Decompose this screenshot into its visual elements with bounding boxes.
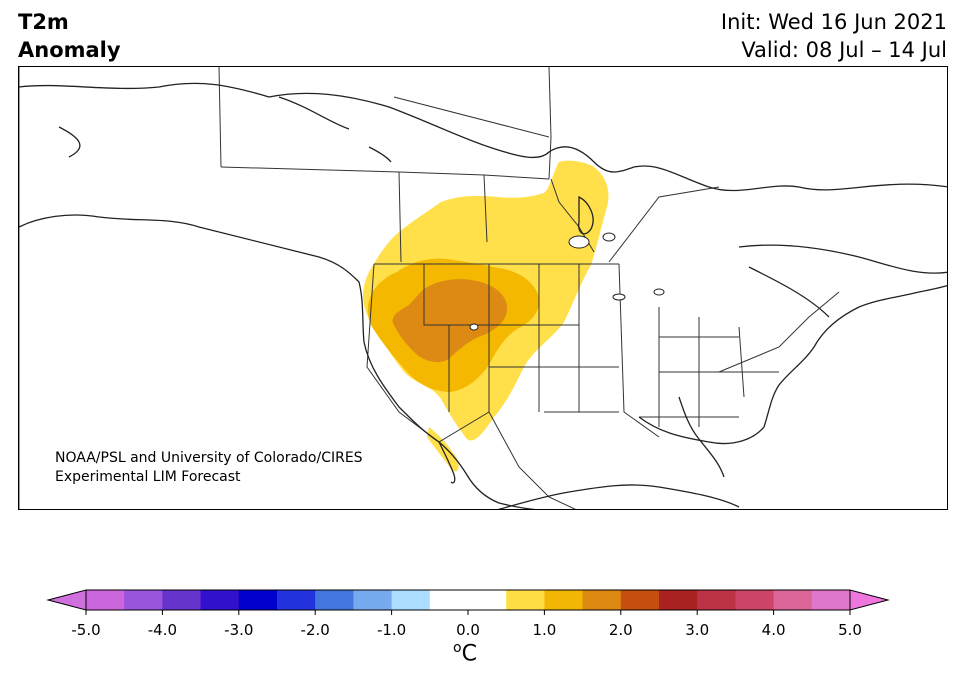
credit-line-2: Experimental LIM Forecast <box>55 469 241 485</box>
colorbar-cell <box>429 590 469 610</box>
colorbar-tick-label: 1.0 <box>532 621 556 639</box>
colorbar-cell <box>620 590 660 610</box>
unit-letter: C <box>461 641 477 667</box>
colorbar-cell <box>582 590 622 610</box>
colorbar-cells <box>86 590 851 610</box>
colorbar-cell <box>353 590 393 610</box>
colorbar-cell <box>506 590 545 610</box>
title-variable: T2m <box>18 10 69 34</box>
colorbar-tick-label: 4.0 <box>762 621 786 639</box>
colorbar-cell <box>659 590 698 610</box>
colorbar-cell <box>124 590 163 610</box>
colorbar-tick-label: -2.0 <box>301 621 330 639</box>
colorbar-tick-label: -4.0 <box>148 621 177 639</box>
colorbar-cell <box>735 590 775 610</box>
credit-line-1: NOAA/PSL and University of Colorado/CIRE… <box>55 450 363 466</box>
colorbar: -5.0 -4.0 -3.0 -2.0 -1.0 0.0 1.0 2.0 3.0 4.0 5.0 <box>46 589 890 639</box>
anomaly-strong <box>392 279 508 363</box>
boundaries <box>19 67 840 509</box>
colorbar-tick-label: 0.0 <box>456 621 480 639</box>
coastlines <box>19 82 947 509</box>
colorbar-tick-label: -3.0 <box>224 621 253 639</box>
map-panel <box>18 66 948 510</box>
map-canvas <box>19 67 947 509</box>
valid-range: Valid: 08 Jul – 14 Jul <box>741 38 947 62</box>
colorbar-cell <box>200 590 240 610</box>
colorbar-cell <box>238 590 278 610</box>
colorbar-tick-label: -1.0 <box>377 621 406 639</box>
map-title: T2m Anomaly <box>18 8 121 64</box>
colorbar-cell <box>697 590 736 610</box>
colorbar-ticks: -5.0 -4.0 -3.0 -2.0 -1.0 0.0 1.0 2.0 3.0 4.0 5.0 <box>71 610 862 639</box>
colorbar-cell <box>391 590 431 610</box>
forecast-dates: Init: Wed 16 Jun 2021 Valid: 08 Jul – 14… <box>721 8 947 64</box>
colorbar-tick-label: 2.0 <box>609 621 633 639</box>
colorbar-cell <box>86 590 125 610</box>
lakes <box>469 232 665 331</box>
colorbar-extend-low <box>46 589 87 611</box>
colorbar-extend-high <box>849 589 890 611</box>
colorbar-tick-label: 3.0 <box>685 621 709 639</box>
init-date: Init: Wed 16 Jun 2021 <box>720 10 947 34</box>
colorbar-tick-label: -5.0 <box>71 621 100 639</box>
credit-text: NOAA/PSL and University of Colorado/CIRE… <box>55 449 363 487</box>
colorbar-unit: oC <box>453 640 477 666</box>
colorbar-cell <box>468 590 507 610</box>
colorbar-cell <box>544 590 584 610</box>
colorbar-cell <box>315 590 354 610</box>
colorbar-cell <box>277 590 316 610</box>
unit-degree: o <box>453 640 462 656</box>
colorbar-cell <box>162 590 202 610</box>
colorbar-cell <box>811 590 851 610</box>
colorbar-cell <box>773 590 813 610</box>
title-field: Anomaly <box>18 38 121 62</box>
colorbar-tick-label: 5.0 <box>838 621 862 639</box>
